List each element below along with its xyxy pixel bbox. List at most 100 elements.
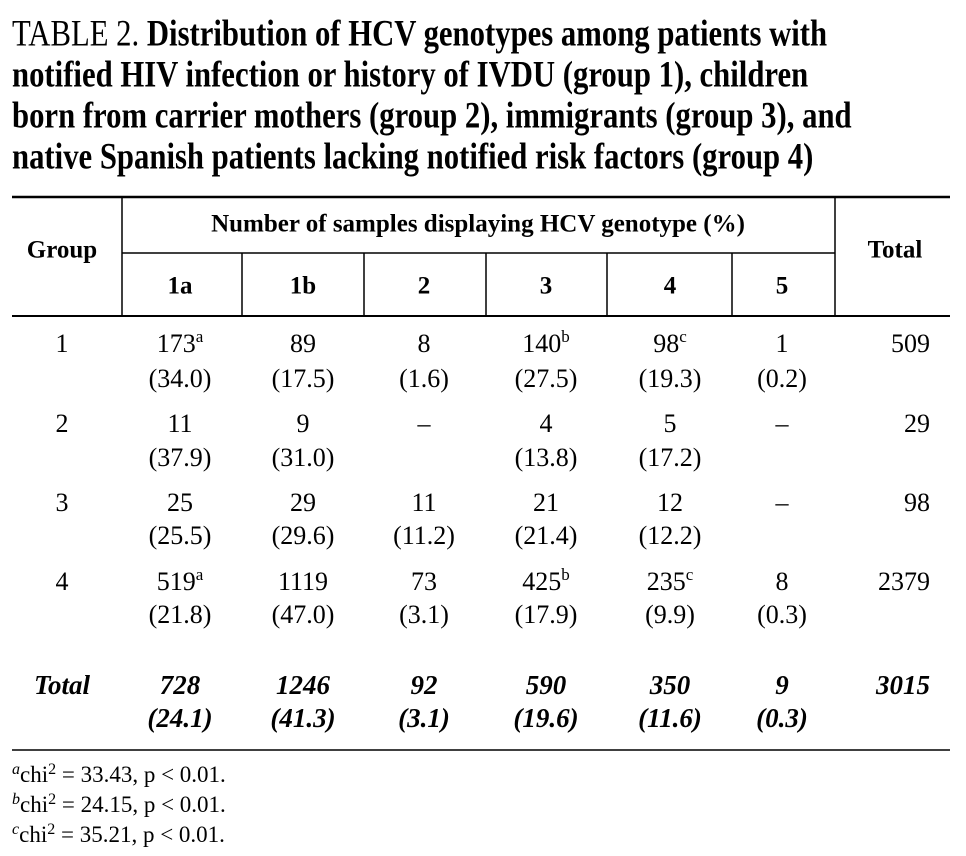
- count: 92: [411, 670, 438, 700]
- count: 590: [526, 670, 567, 700]
- row-group: 3: [56, 488, 69, 517]
- cell-percent: (19.3): [639, 364, 702, 393]
- caption: TABLE 2. Distribution of HCV genotypes a…: [12, 14, 852, 177]
- cell-count: 25: [167, 488, 193, 517]
- cell-percent: (0.2): [757, 364, 807, 393]
- cell-percent: (25.5): [149, 521, 212, 550]
- caption-line: native Spanish patients lacking notified…: [12, 137, 813, 177]
- row-group: 1: [56, 329, 69, 358]
- cell-percent: (3.1): [398, 703, 450, 733]
- cell-count: –: [775, 488, 790, 517]
- header-genotype: 4: [664, 273, 677, 300]
- footnote: achi2 = 33.43, p < 0.01.: [12, 761, 226, 788]
- count: –: [775, 488, 790, 517]
- count: 25: [167, 488, 193, 517]
- cell-count: 29: [290, 488, 316, 517]
- cell-percent: (11.2): [393, 521, 455, 550]
- superscript: a: [196, 327, 204, 346]
- footnote-text: chi: [19, 822, 47, 847]
- superscript: c: [686, 565, 694, 584]
- footnote: cchi2 = 35.21, p < 0.01.: [12, 821, 225, 848]
- superscript: 2: [48, 791, 56, 808]
- cell-count: 519a: [157, 565, 204, 596]
- cell-percent: (0.3): [756, 703, 808, 733]
- cell-percent: (0.3): [757, 600, 807, 629]
- header-span: Number of samples displaying HCV genotyp…: [211, 211, 745, 238]
- count: 173: [157, 329, 196, 358]
- row-group: 2: [56, 409, 69, 438]
- cell-percent: (19.6): [513, 703, 578, 733]
- cell-count: 728: [160, 670, 201, 700]
- count: 9: [297, 409, 310, 438]
- cell-percent: (3.1): [399, 600, 449, 629]
- row-total: 98: [904, 488, 930, 517]
- header-group: Group: [27, 237, 97, 264]
- caption-text: Distribution of HCV genotypes among pati…: [147, 14, 827, 54]
- count: 140: [522, 329, 561, 358]
- cell-percent: (24.1): [147, 703, 212, 733]
- footnote-mark: a: [12, 761, 20, 778]
- cell-percent: (27.5): [515, 364, 578, 393]
- footnote-mark: b: [12, 791, 20, 808]
- footnote-text: = 24.15, p < 0.01.: [56, 792, 226, 817]
- superscript: 2: [48, 761, 56, 778]
- count: 519: [157, 567, 196, 596]
- cell-count: 235c: [647, 565, 694, 596]
- caption-text: notified HIV infection or history of IVD…: [12, 55, 808, 95]
- count: 1119: [278, 567, 328, 596]
- row-group: Total: [34, 670, 91, 700]
- footnote-text: = 35.21, p < 0.01.: [55, 822, 225, 847]
- count: 11: [167, 409, 192, 438]
- header-genotype: 1b: [290, 273, 316, 300]
- row-group: 4: [56, 567, 69, 596]
- cell-percent: (17.2): [639, 443, 702, 472]
- count: 5: [664, 409, 677, 438]
- caption-line: born from carrier mothers (group 2), imm…: [12, 96, 852, 136]
- header-genotype: 2: [418, 273, 431, 300]
- header-genotype: 5: [776, 273, 789, 300]
- footnote-text: chi: [20, 762, 48, 787]
- superscript: c: [679, 327, 687, 346]
- cell-percent: (21.4): [515, 521, 578, 550]
- count: –: [775, 409, 790, 438]
- row-total: 509: [891, 329, 930, 358]
- count: 235: [647, 567, 686, 596]
- cell-count: 73: [411, 567, 437, 596]
- count: 11: [411, 488, 436, 517]
- caption-line: notified HIV infection or history of IVD…: [12, 55, 808, 95]
- header-genotype: 3: [540, 273, 553, 300]
- footnote-text: = 33.43, p < 0.01.: [56, 762, 226, 787]
- cell-percent: (9.9): [645, 600, 695, 629]
- footnote-text: chi: [20, 792, 48, 817]
- header-genotype: 1a: [168, 273, 194, 300]
- cell-count: 590: [526, 670, 567, 700]
- cell-count: 173a: [157, 327, 204, 358]
- cell-count: 350: [649, 670, 691, 700]
- row-total: 3015: [875, 670, 930, 700]
- count: 9: [775, 670, 789, 700]
- cell-percent: (11.6): [638, 703, 702, 733]
- cell-percent: (21.8): [149, 600, 212, 629]
- cell-percent: (47.0): [272, 600, 335, 629]
- count: 29: [290, 488, 316, 517]
- count: 73: [411, 567, 437, 596]
- cell-count: 4: [540, 409, 553, 438]
- cell-count: 8: [418, 329, 431, 358]
- cell-count: 9: [775, 670, 789, 700]
- cell-percent: (13.8): [515, 443, 578, 472]
- cell-count: 140b: [522, 327, 570, 358]
- count: –: [417, 409, 432, 438]
- count: 89: [290, 329, 316, 358]
- count: 728: [160, 670, 201, 700]
- row-total: 2379: [878, 567, 930, 596]
- cell-count: 5: [664, 409, 677, 438]
- cell-count: –: [417, 409, 432, 438]
- cell-count: 12: [657, 488, 683, 517]
- superscript: 2: [47, 821, 55, 838]
- superscript: a: [196, 565, 204, 584]
- cell-count: 98c: [653, 327, 687, 358]
- cell-count: 1246: [276, 670, 331, 700]
- count: 425: [522, 567, 561, 596]
- cell-percent: (1.6): [399, 364, 449, 393]
